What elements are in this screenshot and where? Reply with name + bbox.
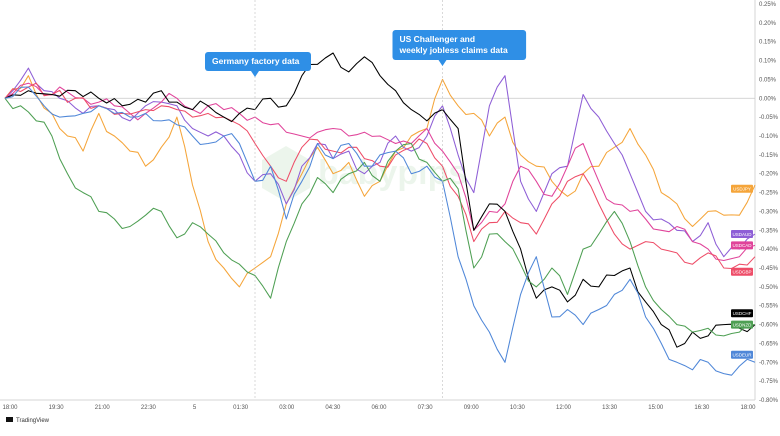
x-tick-label: 22:30	[141, 405, 157, 411]
y-tick-label: -0.40%	[759, 247, 779, 253]
x-tick-label: 19:30	[49, 405, 65, 411]
value-tag-usdnzd: USDNZD	[731, 320, 753, 329]
value-tag-usdeur: USDEUR	[731, 350, 753, 359]
tradingview-icon	[6, 417, 13, 422]
y-tick-label: -0.70%	[759, 360, 779, 366]
x-tick-label: 01:30	[233, 405, 249, 411]
value-tag-box	[731, 350, 753, 359]
x-tick-label: 18:00	[2, 405, 18, 411]
value-tag-usdcad: USDCAD	[731, 241, 753, 250]
y-tick-label: -0.35%	[759, 228, 779, 234]
y-tick-label: -0.15%	[759, 153, 779, 159]
x-tick-label: 18:00	[740, 405, 756, 411]
x-tick-label: 12:00	[556, 405, 572, 411]
value-tag-label: USDJPY	[733, 187, 751, 192]
value-tag-label: USDEUR	[732, 353, 752, 358]
value-tags: USDJPY USDAUD USDCAD USDGBP USDCHF USDNZD USDE…	[731, 184, 753, 359]
y-tick-label: -0.80%	[759, 398, 779, 404]
annotations: Germany factory data US Challenger andwee…	[205, 0, 527, 400]
value-tag-label: USDAUD	[732, 232, 752, 237]
y-tick-label: 0.25%	[759, 2, 777, 8]
series-line-usdcad	[4, 82, 756, 262]
y-tick-label: -0.05%	[759, 115, 779, 121]
x-tick-label: 21:00	[95, 405, 111, 411]
callout-pointer	[251, 71, 259, 77]
x-tick-label: 10:30	[510, 405, 526, 411]
y-tick-label: -0.30%	[759, 209, 779, 215]
callout-box	[392, 30, 527, 60]
series-lines	[4, 52, 756, 376]
value-tag-label: USDGBP	[732, 270, 751, 275]
y-tick-label: 0.15%	[759, 40, 777, 46]
value-tag-box	[731, 267, 753, 276]
value-tag-box	[731, 241, 753, 250]
annotation-text: Germany factory data	[212, 56, 300, 66]
x-tick-label: 09:00	[464, 405, 480, 411]
series-line-usdaud	[4, 67, 756, 258]
y-tick-label: -0.75%	[759, 379, 779, 385]
value-tag-box	[731, 309, 753, 318]
y-tick-label: -0.65%	[759, 341, 779, 347]
x-tick-label: 16:30	[694, 405, 710, 411]
x-tick-label: 15:00	[648, 405, 664, 411]
y-tick-label: 0.20%	[759, 21, 777, 27]
y-tick-label: -0.45%	[759, 266, 779, 272]
callout-box	[205, 52, 311, 71]
y-tick-label: -0.20%	[759, 172, 779, 178]
value-tag-usdjpy: USDJPY	[731, 184, 753, 193]
callout-pointer	[438, 60, 447, 66]
value-tag-box	[731, 230, 753, 239]
value-tag-usdchf: USDCHF	[731, 309, 753, 318]
x-tick-label: 03:00	[279, 405, 295, 411]
value-tag-box	[731, 184, 753, 193]
value-tag-label: USDNZD	[733, 322, 752, 327]
x-tick-label: 06:00	[371, 405, 387, 411]
x-tick-label: 07:30	[418, 405, 434, 411]
y-tick-label: 0.05%	[759, 77, 777, 83]
y-tick-label: -0.50%	[759, 285, 779, 291]
axes: 0.25% 0.20% 0.15% 0.10% 0.05% 0.00% -0.05% -0.1…	[0, 0, 779, 411]
series-line-usdeur	[4, 86, 756, 376]
y-tick-label: 0.00%	[759, 96, 777, 102]
value-tag-usdgbp: USDGBP	[731, 267, 753, 276]
value-tag-label: USDCAD	[732, 243, 752, 248]
series-line-usdgbp	[4, 82, 756, 270]
y-tick-label: -0.55%	[759, 304, 779, 310]
annotation-text: weekly jobless claims data	[399, 45, 508, 55]
series-line-usdnzd	[4, 97, 755, 337]
y-tick-label: -0.10%	[759, 134, 779, 140]
y-tick-label: -0.25%	[759, 191, 779, 197]
tradingview-logo[interactable]: TradingView	[6, 417, 50, 424]
value-tag-box	[731, 320, 753, 329]
series-line-usdchf	[4, 52, 756, 348]
brand-name: TradingView	[16, 418, 50, 424]
value-tag-usdaud: USDAUD	[731, 230, 753, 239]
x-tick-label: 13:30	[602, 405, 618, 411]
y-tick-label: 0.10%	[759, 59, 777, 65]
annotation-text: US Challenger and	[400, 34, 476, 44]
x-tick-label: 04:30	[325, 405, 341, 411]
y-tick-label: -0.60%	[759, 323, 779, 329]
x-tick-label: 5	[193, 405, 197, 411]
annotation-callout: Germany factory data	[205, 52, 311, 77]
value-tag-label: USDCHF	[733, 311, 752, 316]
